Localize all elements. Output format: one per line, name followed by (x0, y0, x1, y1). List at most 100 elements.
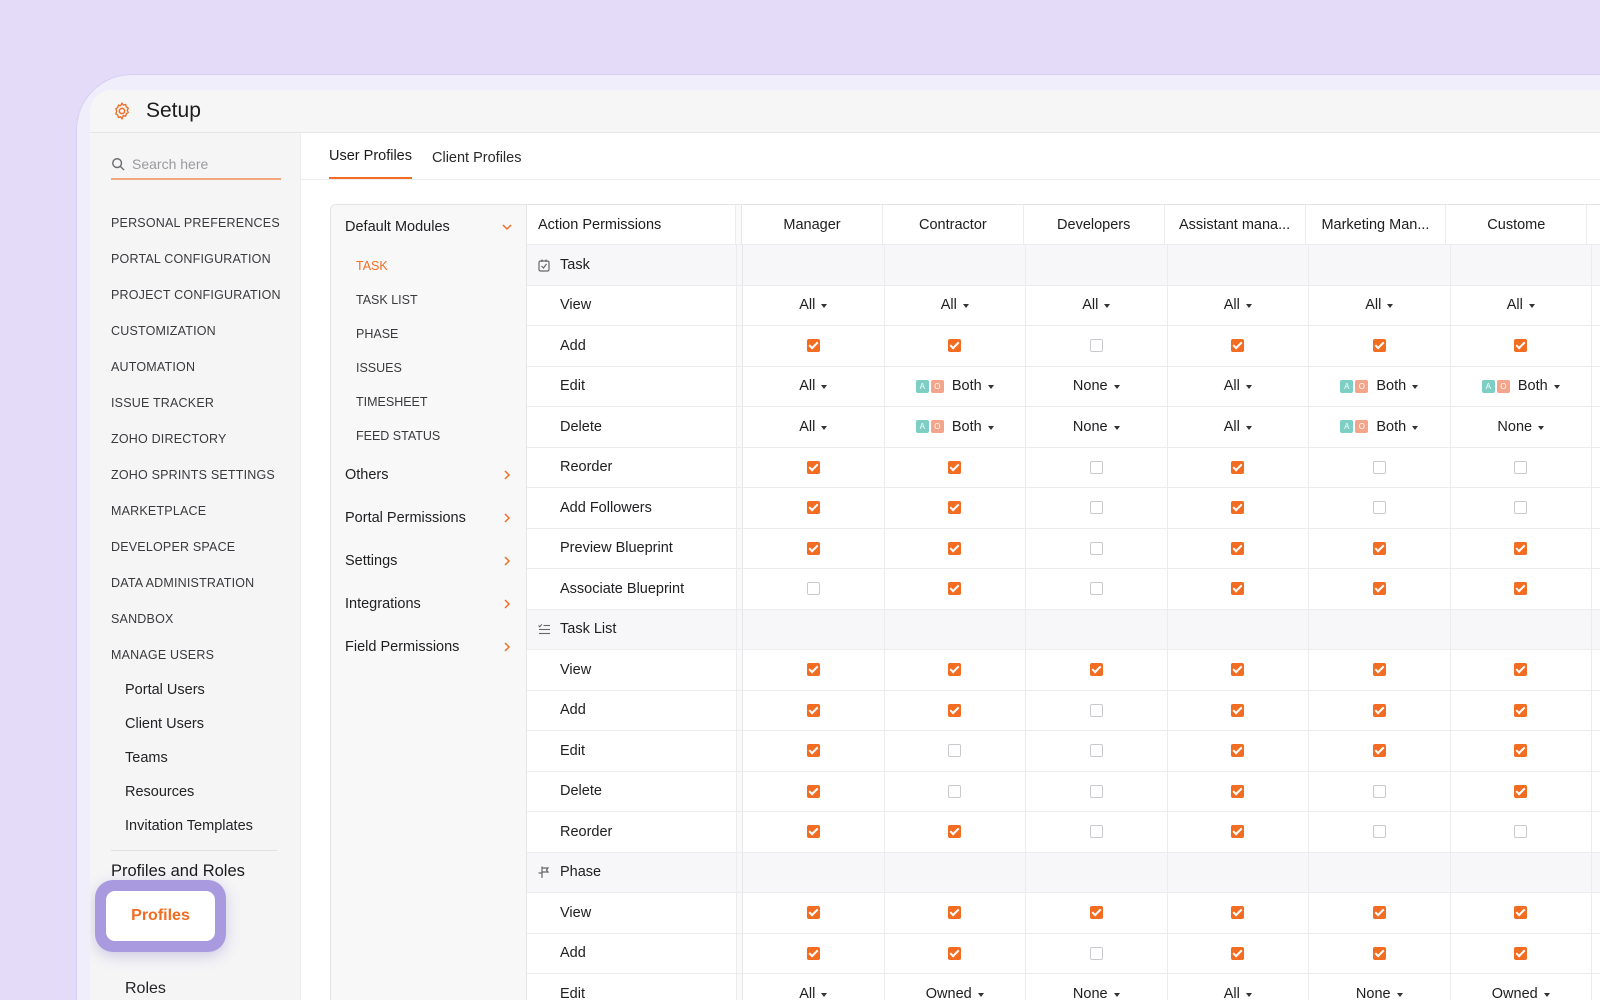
permission-checkbox[interactable] (948, 703, 962, 717)
permission-checkbox[interactable] (1514, 906, 1528, 920)
permission-checkbox[interactable] (806, 946, 820, 960)
permission-dropdown[interactable]: All (1224, 297, 1252, 313)
module-group[interactable]: Settings (331, 539, 526, 582)
module-item-task[interactable]: TASK (356, 259, 388, 273)
permission-dropdown[interactable]: A O Both (915, 419, 994, 435)
permission-checkbox[interactable] (1514, 744, 1528, 758)
permission-checkbox[interactable] (1372, 946, 1386, 960)
permission-checkbox[interactable] (1089, 501, 1103, 515)
permission-checkbox[interactable] (1089, 946, 1103, 960)
permission-checkbox[interactable] (806, 906, 820, 920)
permission-checkbox[interactable] (1514, 703, 1528, 717)
permission-checkbox[interactable] (1514, 825, 1528, 839)
module-group[interactable]: Others (331, 453, 526, 496)
sidebar-item[interactable]: AUTOMATION (111, 360, 196, 374)
permission-checkbox[interactable] (1231, 339, 1245, 353)
permission-checkbox[interactable] (806, 460, 820, 474)
permission-dropdown[interactable]: All (799, 419, 828, 435)
permission-checkbox[interactable] (1231, 541, 1245, 555)
permission-checkbox[interactable] (806, 703, 820, 717)
sidebar-item[interactable]: ZOHO DIRECTORY (111, 432, 227, 446)
permission-checkbox[interactable] (1231, 460, 1245, 474)
sidebar-item[interactable]: ISSUE TRACKER (111, 396, 215, 410)
permission-checkbox[interactable] (1372, 825, 1386, 839)
permission-checkbox[interactable] (1089, 460, 1103, 474)
sidebar-subitem[interactable]: Invitation Templates (125, 818, 253, 834)
permission-checkbox[interactable] (1231, 784, 1245, 798)
permission-checkbox[interactable] (1372, 501, 1386, 515)
permission-dropdown[interactable]: All (799, 297, 828, 313)
permission-checkbox[interactable] (1231, 703, 1245, 717)
default-modules-header[interactable]: Default Modules (331, 205, 526, 249)
permission-checkbox[interactable] (1372, 663, 1386, 677)
permission-dropdown[interactable]: A O Both (915, 378, 994, 394)
permission-checkbox[interactable] (1372, 744, 1386, 758)
permission-checkbox[interactable] (948, 541, 962, 555)
module-item[interactable]: ISSUES (356, 361, 402, 375)
permission-checkbox[interactable] (948, 582, 962, 596)
permission-checkbox[interactable] (1514, 541, 1528, 555)
sidebar-item-manage-users[interactable]: MANAGE USERS (111, 648, 215, 662)
permission-dropdown[interactable]: None (1497, 419, 1545, 435)
permission-dropdown[interactable]: All (1224, 986, 1252, 1000)
permission-checkbox[interactable] (1231, 501, 1245, 515)
sidebar-item[interactable]: SANDBOX (111, 612, 174, 626)
permission-dropdown[interactable]: All (799, 986, 828, 1000)
sidebar-item[interactable]: ZOHO SPRINTS SETTINGS (111, 468, 275, 482)
permission-checkbox[interactable] (1372, 906, 1386, 920)
permission-checkbox[interactable] (1231, 663, 1245, 677)
module-item[interactable]: TASK LIST (356, 293, 418, 307)
permission-dropdown[interactable]: All (1082, 297, 1111, 313)
permission-checkbox[interactable] (1089, 663, 1103, 677)
module-item[interactable]: PHASE (356, 327, 399, 341)
permission-dropdown[interactable]: All (1365, 297, 1394, 313)
permission-checkbox[interactable] (948, 906, 962, 920)
module-item[interactable]: FEED STATUS (356, 429, 441, 443)
permission-dropdown[interactable]: Owned (926, 986, 984, 1000)
permission-dropdown[interactable]: None (1073, 986, 1120, 1000)
permission-dropdown[interactable]: A O Both (1340, 378, 1419, 394)
sidebar-subitem[interactable]: Portal Users (125, 682, 205, 698)
sidebar-item[interactable]: PORTAL CONFIGURATION (111, 252, 271, 266)
permission-checkbox[interactable] (1372, 703, 1386, 717)
permission-checkbox[interactable] (1514, 339, 1528, 353)
permission-dropdown[interactable]: All (1507, 297, 1535, 313)
permission-dropdown[interactable]: None (1073, 378, 1120, 394)
module-group[interactable]: Integrations (331, 582, 526, 625)
permission-checkbox[interactable] (1231, 906, 1245, 920)
permission-checkbox[interactable] (1514, 663, 1528, 677)
permission-dropdown[interactable]: None (1356, 986, 1403, 1000)
search-input[interactable]: Search here (111, 150, 281, 180)
sidebar-item[interactable]: DATA ADMINISTRATION (111, 576, 255, 590)
permission-checkbox[interactable] (806, 339, 820, 353)
permission-checkbox[interactable] (1089, 339, 1103, 353)
permission-checkbox[interactable] (948, 460, 962, 474)
permission-checkbox[interactable] (1089, 582, 1103, 596)
permission-checkbox[interactable] (948, 663, 962, 677)
permission-checkbox[interactable] (806, 541, 820, 555)
permission-checkbox[interactable] (1231, 946, 1245, 960)
permission-checkbox[interactable] (948, 339, 962, 353)
permission-dropdown[interactable]: Owned (1492, 986, 1550, 1000)
sidebar-subitem[interactable]: Client Users (125, 716, 204, 732)
permission-dropdown[interactable]: All (1224, 378, 1252, 394)
sidebar-item-profiles[interactable]: Profiles (106, 891, 215, 941)
permission-checkbox[interactable] (1372, 582, 1386, 596)
module-item[interactable]: TIMESHEET (356, 395, 428, 409)
sidebar-subitem[interactable]: Teams (125, 750, 168, 766)
permission-checkbox[interactable] (1089, 703, 1103, 717)
permission-checkbox[interactable] (1514, 784, 1528, 798)
permission-checkbox[interactable] (806, 663, 820, 677)
permission-checkbox[interactable] (1089, 541, 1103, 555)
permission-checkbox[interactable] (948, 501, 962, 515)
permission-checkbox[interactable] (1514, 946, 1528, 960)
permission-checkbox[interactable] (1231, 744, 1245, 758)
permission-checkbox[interactable] (948, 946, 962, 960)
permission-checkbox[interactable] (948, 744, 962, 758)
permission-checkbox[interactable] (1372, 460, 1386, 474)
permission-checkbox[interactable] (806, 744, 820, 758)
sidebar-item[interactable]: PERSONAL PREFERENCES (111, 216, 280, 230)
permission-checkbox[interactable] (1089, 744, 1103, 758)
module-group[interactable]: Portal Permissions (331, 496, 526, 539)
permission-dropdown[interactable]: All (799, 378, 828, 394)
